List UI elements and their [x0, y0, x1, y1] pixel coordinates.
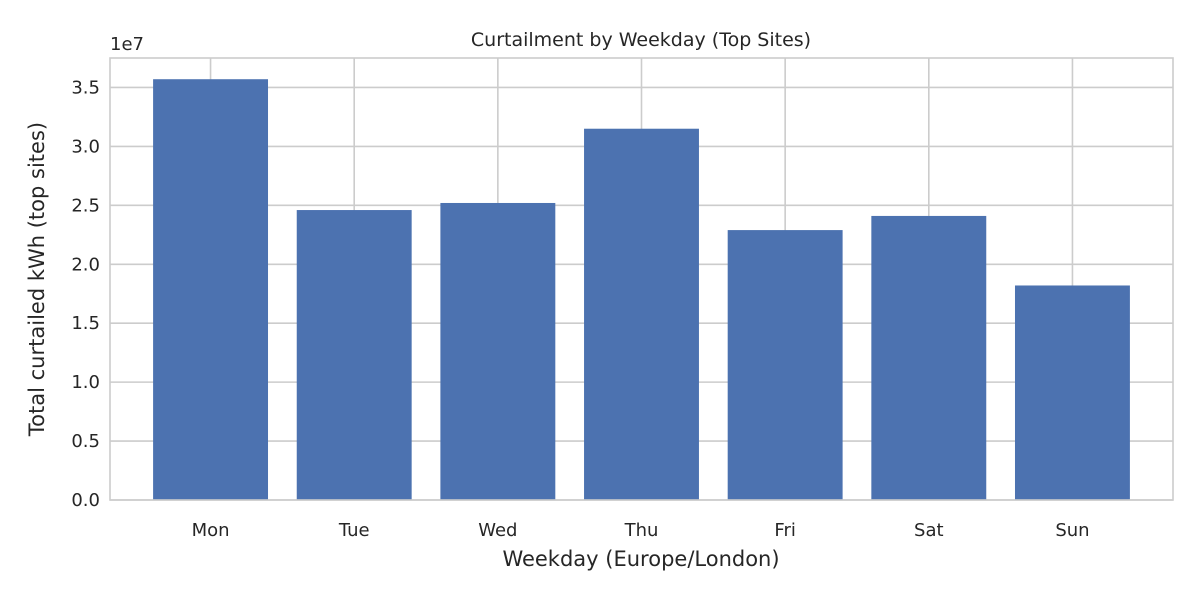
bar-series [153, 79, 1130, 500]
bar-wed [440, 202, 556, 500]
bar-thu [584, 128, 699, 500]
y-tick-label: 1.0 [71, 372, 100, 393]
bar-tue [296, 210, 412, 500]
bar-sat [871, 215, 987, 500]
x-tick-label: Mon [192, 520, 230, 541]
x-tick-label: Sat [914, 520, 944, 541]
y-tick-label: 0.0 [71, 490, 100, 511]
x-tick-label: Thu [624, 520, 659, 541]
x-tick-label: Fri [774, 520, 795, 541]
y-tick-label: 3.5 [71, 77, 100, 98]
bar-mon [153, 79, 269, 500]
x-axis-label: Weekday (Europe/London) [502, 547, 779, 571]
tick-labels: 0.0 0.5 1.0 1.5 2.0 2.5 3.0 3.5 Mon Tue Wed Thu Fri S… [71, 77, 1089, 541]
y-tick-label: 0.5 [71, 431, 100, 452]
x-tick-label: Wed [478, 520, 517, 541]
axes-frame [109, 57, 1174, 501]
y-tick-label: 2.0 [71, 254, 100, 275]
chart-title: Curtailment by Weekday (Top Sites) [471, 29, 811, 51]
bar-sun [1014, 285, 1130, 500]
x-tick-label: Tue [338, 520, 370, 541]
y-axis-label: Total curtailed kWh (top sites) [25, 122, 49, 437]
y-tick-label: 1.5 [71, 313, 100, 334]
y-tick-label: 2.5 [71, 195, 100, 216]
x-tick-label: Sun [1055, 520, 1089, 541]
y-tick-label: 3.0 [71, 136, 100, 157]
y-axis-offset-text: 1e7 [110, 34, 144, 55]
bar-fri [727, 230, 843, 500]
